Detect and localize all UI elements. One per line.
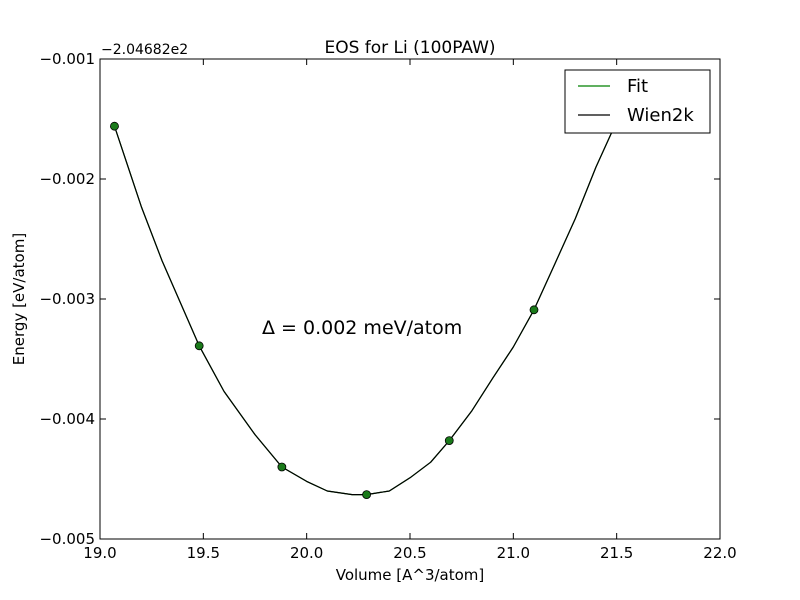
plot-frame (99, 58, 721, 540)
x-tick-label: 20.5 (393, 544, 426, 562)
x-tick-label: 21.0 (497, 544, 530, 562)
legend-label-wien2k: Wien2k (627, 105, 694, 126)
ticks-layer: 19.0 19.5 20.0 20.5 21.0 21.5 22.0 −0.005 −0.004… (39, 50, 736, 562)
legend-label-fit: Fit (627, 76, 648, 97)
y-tick-label: −0.001 (39, 50, 95, 68)
delta-annotation: Δ = 0.002 meV/atom (262, 317, 462, 339)
y-offset-label: −2.04682e2 (101, 42, 188, 58)
data-point (277, 462, 287, 472)
x-tick-label: 21.5 (600, 544, 633, 562)
data-point (110, 121, 119, 131)
data-point (444, 436, 454, 446)
series-line-wien2k (113, 82, 634, 496)
chart-title: EOS for Li (100PAW) (324, 38, 495, 58)
x-axis-label: Volume [A^3/atom] (336, 566, 485, 584)
data-point (362, 490, 372, 500)
data-point (529, 305, 539, 315)
series-layer (110, 82, 634, 500)
y-tick-label: −0.005 (39, 530, 95, 548)
plot-area (100, 59, 720, 539)
legend: Fit Wien2k (564, 69, 711, 134)
y-axis-label: Energy [eV/atom] (10, 233, 28, 365)
x-tick-label: 19.0 (83, 544, 116, 562)
data-point (194, 341, 204, 351)
x-tick-label: 22.0 (703, 544, 736, 562)
x-tick-label: 20.0 (290, 544, 323, 562)
y-tick-label: −0.004 (39, 410, 95, 428)
legend-box (564, 69, 711, 134)
x-tick-label: 19.5 (187, 544, 220, 562)
y-tick-label: −0.003 (39, 290, 95, 308)
y-tick-label: −0.002 (39, 170, 95, 188)
